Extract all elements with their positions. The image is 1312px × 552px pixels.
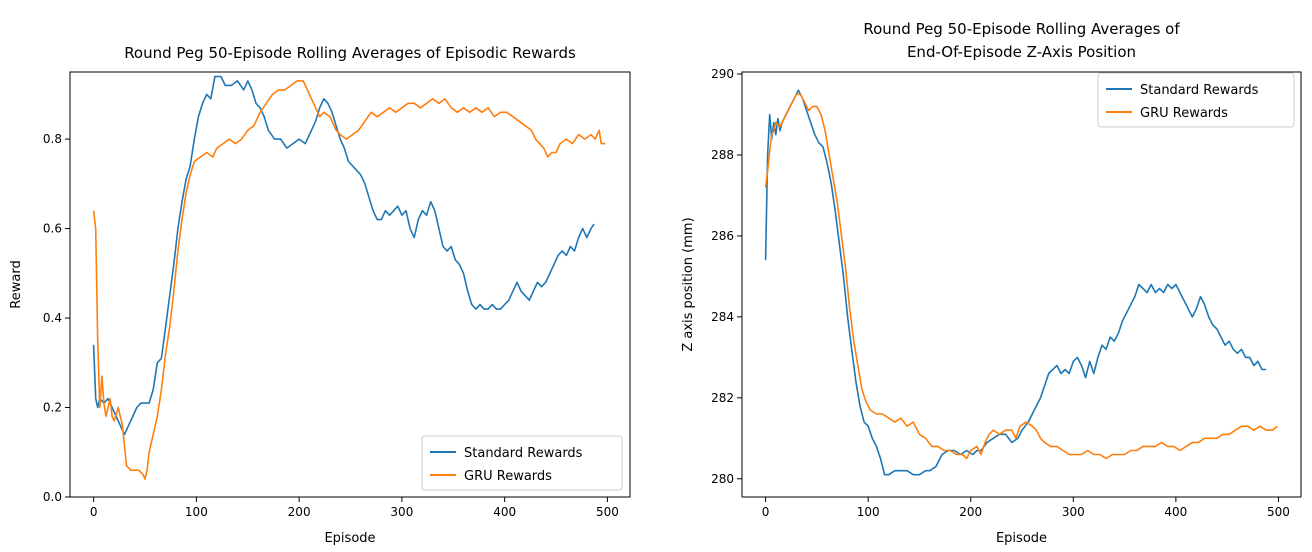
- y-tick-label: 0.0: [43, 490, 62, 504]
- x-axis-label: Episode: [996, 531, 1047, 546]
- chart-title: End-Of-Episode Z-Axis Position: [907, 43, 1136, 61]
- legend-label: Standard Rewards: [464, 446, 583, 461]
- series-line: [92, 75, 595, 436]
- y-tick-label: 284: [711, 310, 734, 324]
- legend-box: [421, 435, 623, 491]
- y-tick-label: 282: [711, 391, 734, 405]
- x-tick-label: 200: [959, 505, 982, 519]
- chart-title: Round Peg 50-Episode Rolling Averages of: [863, 20, 1180, 38]
- y-tick-label: 0.2: [43, 401, 62, 415]
- plot-area: [764, 89, 1278, 476]
- x-tick-label: 100: [185, 505, 208, 519]
- chart-title: Round Peg 50-Episode Rolling Averages of…: [124, 44, 576, 62]
- legend-label: GRU Rewards: [1140, 106, 1228, 121]
- plot-area: [92, 75, 606, 480]
- y-tick-label: 280: [711, 472, 734, 486]
- x-tick-label: 100: [857, 505, 880, 519]
- z-position-chart: Round Peg 50-Episode Rolling Averages of…: [681, 20, 1302, 546]
- x-tick-label: 300: [390, 505, 413, 519]
- y-tick-label: 288: [711, 148, 734, 162]
- legend-box: [1097, 72, 1295, 128]
- reward-chart: Round Peg 50-Episode Rolling Averages of…: [9, 44, 631, 546]
- x-tick-label: 0: [90, 505, 98, 519]
- x-tick-label: 400: [493, 505, 516, 519]
- axes-frame: [69, 71, 631, 498]
- x-tick-label: 500: [596, 505, 619, 519]
- series-line: [92, 80, 606, 480]
- y-tick-label: 0.8: [43, 132, 62, 146]
- x-tick-label: 200: [288, 505, 311, 519]
- series-line: [764, 89, 1267, 476]
- legend: Standard Rewards GRU Rewards: [1097, 72, 1295, 128]
- y-axis-label: Reward: [9, 260, 24, 308]
- legend-label: GRU Rewards: [464, 469, 552, 484]
- x-tick-label: 400: [1164, 505, 1187, 519]
- axes-frame: [741, 71, 1302, 498]
- x-axis-label: Episode: [324, 531, 375, 546]
- legend: Standard Rewards GRU Rewards: [421, 435, 623, 491]
- y-tick-label: 0.4: [43, 311, 62, 325]
- legend-label: Standard Rewards: [1140, 83, 1259, 98]
- y-tick-label: 286: [711, 229, 734, 243]
- x-tick-label: 500: [1267, 505, 1290, 519]
- x-tick-label: 0: [762, 505, 770, 519]
- y-tick-label: 0.6: [43, 222, 62, 236]
- y-tick-label: 290: [711, 67, 734, 81]
- series-line: [764, 93, 1278, 460]
- y-axis-label: Z axis position (mm): [681, 217, 696, 351]
- x-tick-label: 300: [1062, 505, 1085, 519]
